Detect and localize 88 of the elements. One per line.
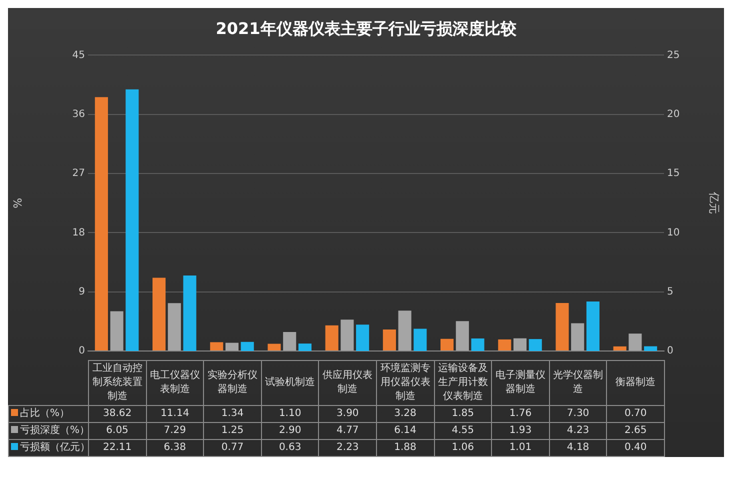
y2-tick-label: 15 bbox=[667, 168, 680, 180]
y-axis-title: % bbox=[11, 198, 24, 208]
legend-label: 亏损深度（%） bbox=[8, 422, 90, 440]
bar bbox=[210, 342, 224, 350]
bar bbox=[298, 344, 312, 351]
data-label: 3.90 bbox=[318, 406, 376, 422]
data-label: 0.40 bbox=[606, 440, 664, 456]
y2-axis-title: 亿元 bbox=[708, 191, 721, 214]
bar bbox=[110, 311, 124, 350]
legend-label: 亏损额（亿元） bbox=[8, 440, 90, 456]
bar bbox=[528, 339, 542, 351]
data-label: 7.29 bbox=[146, 422, 204, 440]
x-tick-label: 运输设备及生产用计数仪表制造 bbox=[434, 360, 492, 406]
data-label: 2.23 bbox=[318, 440, 376, 456]
bar bbox=[325, 325, 338, 350]
bar bbox=[356, 324, 370, 351]
bar bbox=[94, 97, 108, 350]
bar bbox=[471, 338, 484, 351]
bar bbox=[498, 339, 512, 350]
bar bbox=[556, 303, 569, 350]
bar bbox=[628, 334, 642, 350]
x-tick-label: 光学仪器制造 bbox=[549, 360, 607, 406]
x-tick-label: 实验分析仪器制造 bbox=[204, 360, 262, 406]
data-label: 1.01 bbox=[492, 440, 550, 456]
bar bbox=[586, 302, 600, 351]
data-label: 1.76 bbox=[492, 406, 550, 422]
y2-tick-label: 20 bbox=[667, 108, 680, 120]
x-tick-label: 供应用仪表制造 bbox=[318, 360, 376, 406]
bar bbox=[126, 89, 139, 351]
y-tick-label: 9 bbox=[78, 286, 85, 298]
bar bbox=[283, 332, 296, 350]
y-tick-label: 18 bbox=[72, 227, 85, 238]
bar bbox=[513, 338, 527, 350]
data-label: 4.18 bbox=[549, 440, 607, 456]
y2-tick-label: 25 bbox=[667, 50, 680, 61]
data-label: 1.10 bbox=[261, 406, 319, 422]
bar bbox=[225, 342, 239, 350]
x-tick-label: 衡器制造 bbox=[606, 360, 664, 406]
x-tick-label: 电工仪器仪表制造 bbox=[146, 360, 204, 406]
data-label: 1.06 bbox=[434, 440, 492, 456]
data-label: 6.14 bbox=[376, 422, 434, 440]
data-label: 1.93 bbox=[492, 422, 550, 440]
data-label: 2.90 bbox=[261, 422, 319, 440]
bar bbox=[398, 310, 412, 350]
data-label: 6.05 bbox=[88, 422, 146, 440]
data-label: 1.85 bbox=[434, 406, 492, 422]
y2-tick-label: 5 bbox=[667, 286, 674, 298]
y2-tick-label: 10 bbox=[667, 227, 680, 238]
y-tick-label: 45 bbox=[72, 50, 85, 61]
data-label: 4.55 bbox=[434, 422, 492, 440]
data-label: 1.25 bbox=[204, 422, 262, 440]
bar bbox=[571, 323, 584, 350]
bar bbox=[152, 278, 166, 350]
bar bbox=[268, 344, 281, 350]
data-label: 38.62 bbox=[88, 406, 146, 422]
bar bbox=[644, 346, 658, 351]
bar bbox=[240, 342, 254, 351]
data-label: 4.77 bbox=[318, 422, 376, 440]
data-label: 1.34 bbox=[204, 406, 262, 422]
data-label: 0.70 bbox=[606, 406, 664, 422]
x-tick-label: 工业自动控制系统装置制造 bbox=[88, 360, 146, 406]
data-label: 0.77 bbox=[204, 440, 262, 456]
y-tick-label: 27 bbox=[72, 168, 85, 180]
x-tick-label: 电子测量仪器制造 bbox=[492, 360, 550, 406]
data-label: 4.23 bbox=[549, 422, 607, 440]
data-label: 6.38 bbox=[146, 440, 204, 456]
x-tick-label: 试验机制造 bbox=[261, 360, 319, 406]
data-label: 11.14 bbox=[146, 406, 204, 422]
bar bbox=[382, 329, 396, 350]
data-label: 2.65 bbox=[606, 422, 664, 440]
bar bbox=[340, 320, 354, 350]
y2-tick-label: 0 bbox=[667, 346, 674, 357]
x-tick-label: 环境监测专用仪器仪表制造 bbox=[376, 360, 434, 406]
y-tick-label: 36 bbox=[72, 108, 85, 120]
bar bbox=[440, 338, 454, 350]
data-label: 7.30 bbox=[549, 406, 607, 422]
y-tick-label: 0 bbox=[78, 346, 85, 357]
data-label: 22.11 bbox=[88, 440, 146, 456]
bar bbox=[456, 321, 469, 350]
bar bbox=[414, 328, 427, 351]
bar bbox=[168, 303, 181, 350]
legend-label: 占比（%） bbox=[8, 406, 88, 422]
data-label: 0.63 bbox=[261, 440, 319, 456]
data-label: 1.88 bbox=[376, 440, 434, 456]
chart-title: 2021年仪器仪表主要子行业亏损深度比较 bbox=[216, 18, 518, 38]
data-label: 3.28 bbox=[376, 406, 434, 422]
bar bbox=[613, 346, 626, 350]
bar bbox=[183, 276, 196, 351]
